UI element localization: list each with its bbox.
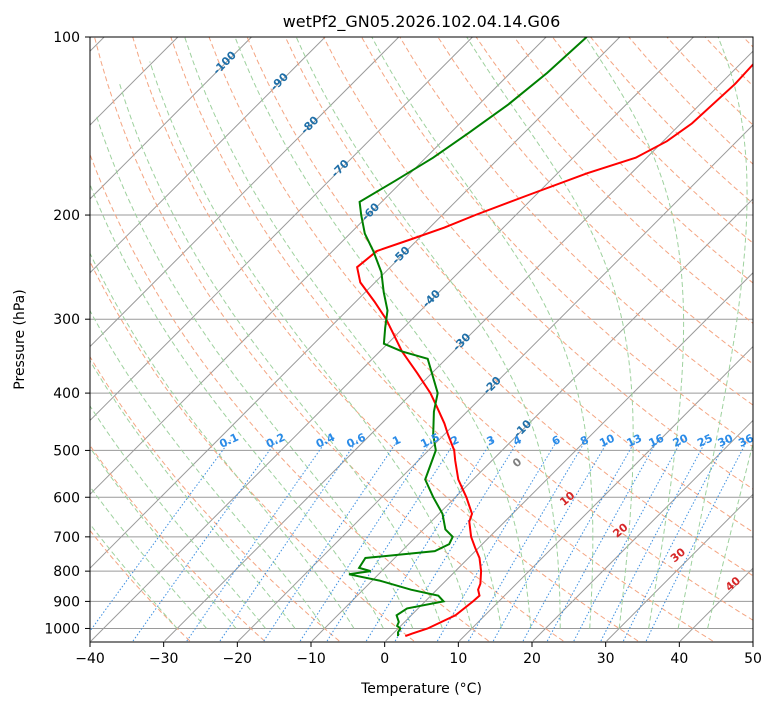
dry-adiabat-line	[90, 152, 489, 642]
mixing-ratio-label: 16	[647, 431, 667, 449]
x-tick-label: −40	[75, 651, 105, 667]
y-tick-label: 300	[53, 312, 80, 328]
x-tick-label: −30	[149, 651, 179, 667]
moist-adiabat-line	[90, 485, 207, 629]
x-tick-label: 30	[597, 651, 615, 667]
moist-adiabat-line	[371, 37, 594, 629]
mixing-ratio-label: 30	[716, 431, 736, 449]
mixing-ratio-line	[394, 439, 520, 642]
isotherm-line	[90, 37, 547, 496]
y-tick-label: 100	[53, 30, 80, 46]
y-tick-label: 200	[53, 208, 80, 224]
dry-adiabat-line	[246, 37, 753, 577]
mixing-ratio-line	[546, 439, 659, 642]
series-layer	[348, 37, 753, 638]
mixing-ratio-line	[645, 439, 748, 642]
isotherm-line	[164, 50, 753, 642]
dry-adiabat-line	[437, 37, 753, 365]
y-tick-label: 500	[53, 443, 80, 459]
mixing-ratio-label: 10	[597, 432, 617, 450]
isotherm-line	[90, 37, 473, 422]
y-tick-label: 600	[53, 490, 80, 506]
dry-adiabat-line	[170, 37, 713, 642]
mixing-ratio-line	[186, 439, 328, 642]
mixing-ratio-line	[263, 439, 399, 642]
dewpoint-profile-line	[348, 37, 588, 637]
isotherm-line	[606, 493, 753, 642]
y-tick-label: 800	[53, 564, 80, 580]
y-tick-label: 400	[53, 386, 80, 402]
dry-adiabat-line	[90, 355, 340, 642]
mixing-ratio-line	[299, 439, 433, 642]
mixing-ratio-label: 20	[671, 431, 691, 449]
mixing-ratio-line	[600, 439, 707, 642]
mixing-ratio-line	[326, 439, 457, 642]
dry-adiabat-line	[94, 37, 564, 642]
chart-title: wetPf2_GN05.2026.102.04.14.G06	[283, 12, 561, 32]
mixing-ratio-line	[365, 439, 493, 642]
x-tick-label: 40	[670, 651, 688, 667]
y-axis-label: Pressure (hPa)	[12, 289, 28, 389]
dry-adiabat-line	[208, 37, 753, 621]
dry-adiabat-line	[90, 529, 191, 642]
moist-adiabat-line	[90, 404, 266, 629]
y-tick-label: 900	[53, 594, 80, 610]
y-tick-label: 1000	[44, 621, 80, 637]
mixing-ratio-label: 25	[695, 432, 714, 450]
isotherm-line	[90, 37, 252, 200]
x-tick-label: −20	[223, 651, 253, 667]
isotherm-line	[385, 272, 753, 642]
isotherm-line	[532, 419, 753, 642]
moist-adiabat-line	[466, 37, 634, 629]
plot-frame	[89, 36, 754, 643]
moist-adiabat-line	[149, 61, 473, 629]
dry-adiabat-line	[361, 37, 753, 448]
mixing-ratio-line	[219, 439, 359, 642]
mixing-ratio-line	[468, 439, 587, 642]
x-tick-label: 20	[523, 651, 541, 667]
temperature-profile-line	[355, 62, 753, 638]
isotherm-line	[458, 345, 753, 642]
reference-lines-layer	[90, 37, 753, 642]
moist-adiabat-line	[90, 182, 384, 629]
isotherm-line	[90, 37, 326, 274]
moist-adiabat-line	[184, 37, 502, 629]
moist-adiabat-line	[90, 446, 237, 629]
dry-adiabat-line	[132, 37, 639, 642]
moist-adiabat-line	[95, 113, 414, 629]
moist-adiabat-line	[677, 37, 748, 629]
mixing-ratio-label: 13	[625, 432, 644, 450]
isotherm-line	[90, 37, 621, 569]
dry-adiabat-line	[90, 444, 265, 642]
moist-adiabat-line	[585, 37, 685, 629]
isotherm-line	[237, 124, 753, 642]
mixing-ratio-line	[573, 439, 683, 642]
dry-adiabat-line	[284, 37, 753, 533]
grid-layer	[90, 37, 753, 642]
x-tick-label: −10	[296, 651, 326, 667]
mixing-ratio-line	[132, 439, 278, 642]
x-tick-label: 0	[380, 651, 389, 667]
x-tick-label: 10	[449, 651, 467, 667]
dry-adiabat-line	[323, 37, 753, 490]
x-tick-label: 50	[744, 651, 762, 667]
moist-adiabat-line	[119, 83, 443, 629]
moist-adiabat-line	[707, 441, 753, 629]
moist-adiabat-line	[234, 37, 532, 629]
mixing-ratio-label: 36	[736, 431, 756, 449]
axes-layer: −40 −30 −20 −10 0 10 20 30 40 50 100 200 300 400 500 60…	[44, 30, 762, 667]
isotherm-line	[90, 37, 400, 348]
x-axis-label: Temperature (°C)	[360, 681, 482, 697]
moist-adiabat-line	[295, 37, 561, 629]
dry-adiabat-line	[513, 37, 753, 284]
y-tick-label: 700	[53, 530, 80, 546]
moist-adiabat-line	[90, 252, 355, 629]
